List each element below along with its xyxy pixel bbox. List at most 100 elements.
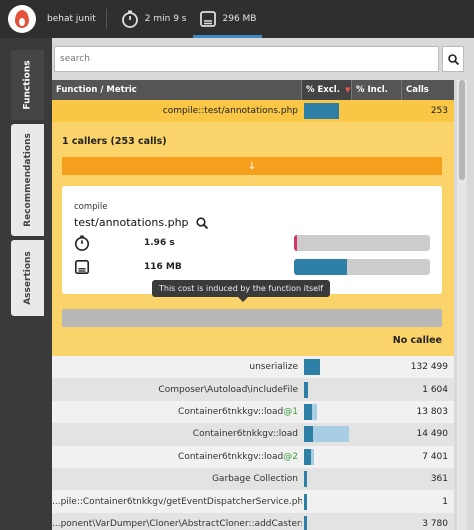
cost-bar-cell bbox=[302, 446, 402, 468]
blackfire-logo[interactable] bbox=[8, 5, 36, 33]
tab-functions[interactable]: Functions bbox=[11, 50, 44, 120]
memory-icon bbox=[199, 11, 216, 27]
memory-icon bbox=[74, 259, 90, 275]
incl-bar bbox=[304, 426, 350, 443]
time-cost-fill bbox=[294, 235, 297, 251]
no-callee-label: No callee bbox=[392, 335, 442, 346]
header-excl[interactable]: % Excl. ▼ bbox=[302, 80, 352, 100]
tab-assertions[interactable]: Assertions bbox=[11, 240, 44, 316]
time-cost-value: 1.96 s bbox=[144, 238, 175, 248]
calls-count: 361 bbox=[430, 474, 448, 485]
excl-bar bbox=[304, 426, 313, 443]
sort-desc-icon: ▼ bbox=[344, 86, 351, 94]
function-name-text: Composer\Autoload\includeFile bbox=[158, 384, 298, 395]
function-name: Container6tnkkgv::load@2 bbox=[52, 452, 302, 462]
header-calls[interactable]: Calls bbox=[406, 85, 429, 95]
function-rows: unserialize 132 499 Composer\Autoload\incl… bbox=[52, 356, 454, 530]
callers-title: 1 callers (253 calls) bbox=[62, 136, 167, 147]
table-row[interactable]: ...ponent\VarDumper\Cloner\AbstractClone… bbox=[52, 512, 454, 530]
search-row bbox=[52, 46, 464, 72]
arrow-down-icon: ↓ bbox=[247, 160, 257, 172]
excl-bar bbox=[304, 359, 321, 376]
function-name-text: Container6tnkkgv::load bbox=[178, 406, 284, 417]
calls-count: 253 bbox=[430, 106, 448, 116]
tab-assertions-label: Assertions bbox=[22, 251, 33, 305]
memory-metric-tab[interactable]: 296 MB bbox=[192, 0, 263, 38]
function-name: Composer\Autoload\includeFile bbox=[52, 385, 302, 395]
function-namespace: compile bbox=[74, 202, 108, 212]
excl-bar bbox=[304, 403, 312, 420]
side-tabs: Functions Recommendations Assertions bbox=[0, 38, 52, 530]
time-cost-track bbox=[294, 235, 430, 251]
calls-count: 13 803 bbox=[416, 406, 449, 417]
excl-bar-cell bbox=[302, 100, 402, 122]
caller-bar[interactable]: ↓ bbox=[62, 157, 442, 175]
header-function[interactable]: Function / Metric bbox=[52, 80, 302, 100]
divider bbox=[105, 9, 107, 29]
cost-bar-cell bbox=[302, 401, 402, 423]
cost-bar-cell bbox=[302, 379, 402, 401]
function-suffix: @1 bbox=[283, 406, 298, 417]
function-name-text: unserialize bbox=[249, 362, 298, 373]
excl-bar bbox=[304, 381, 308, 398]
cost-bar-cell bbox=[302, 356, 402, 378]
search-icon bbox=[447, 53, 459, 65]
header-excl-label: % Excl. bbox=[306, 85, 340, 95]
time-metric-value: 2 min 9 s bbox=[144, 14, 187, 24]
time-cost-row: 1.96 s bbox=[74, 234, 432, 252]
calls-count: 3 780 bbox=[422, 518, 448, 529]
function-name-text: ...pile::Container6tnkkgv/getEventDispat… bbox=[52, 496, 302, 507]
memory-cost-fill bbox=[294, 259, 348, 275]
function-name: compile::test/annotations.php bbox=[162, 106, 298, 116]
zoom-icon[interactable] bbox=[196, 217, 208, 229]
tab-recommendations[interactable]: Recommendations bbox=[11, 124, 44, 236]
function-detail: 1 callers (253 calls) ↓ compile test/ann… bbox=[52, 122, 454, 356]
tab-recommendations-label: Recommendations bbox=[22, 133, 33, 227]
top-bar: behat junit 2 min 9 s 296 MB bbox=[0, 0, 474, 38]
stopwatch-icon bbox=[121, 10, 138, 28]
tab-functions-label: Functions bbox=[22, 60, 33, 110]
table-row[interactable]: unserialize 132 499 bbox=[52, 356, 454, 379]
calls-count: 14 490 bbox=[416, 429, 449, 440]
scrollbar[interactable] bbox=[457, 80, 467, 530]
function-name: Garbage Collection bbox=[52, 474, 302, 484]
function-name: ...pile::Container6tnkkgv/getEventDispat… bbox=[52, 497, 302, 507]
search-button[interactable] bbox=[442, 46, 464, 72]
table-row[interactable]: Container6tnkkgv::load@2 7 401 bbox=[52, 445, 454, 468]
stopwatch-icon bbox=[74, 235, 90, 251]
excl-bar bbox=[304, 471, 307, 488]
table-header: Function / Metric % Excl. ▼ % Incl. Calls bbox=[52, 80, 454, 100]
selected-table-row[interactable]: compile::test/annotations.php 253 bbox=[52, 100, 454, 122]
function-name: Container6tnkkgv::load@1 bbox=[52, 407, 302, 417]
table-row[interactable]: ...pile::Container6tnkkgv/getEventDispat… bbox=[52, 490, 454, 513]
function-name-text: ...ponent\VarDumper\Cloner\AbstractClone… bbox=[52, 518, 302, 529]
header-incl[interactable]: % Incl. bbox=[352, 80, 402, 100]
cost-bar-cell bbox=[302, 423, 402, 445]
cost-bar-cell bbox=[302, 513, 402, 530]
function-name-text: Garbage Collection bbox=[211, 474, 298, 485]
memory-metric-value: 296 MB bbox=[222, 14, 257, 24]
function-title: test/annotations.php bbox=[74, 216, 189, 229]
calls-count: 7 401 bbox=[422, 451, 448, 462]
time-metric-tab[interactable]: 2 min 9 s bbox=[115, 0, 193, 38]
excl-bar bbox=[304, 103, 339, 119]
table-row[interactable]: Garbage Collection 361 bbox=[52, 467, 454, 491]
memory-cost-row: 116 MB bbox=[74, 258, 432, 276]
flame-icon bbox=[15, 10, 29, 28]
excl-bar bbox=[304, 493, 307, 510]
excl-bar bbox=[304, 515, 307, 530]
memory-cost-track bbox=[294, 259, 430, 275]
cost-bar-cell bbox=[302, 468, 402, 490]
callee-bar bbox=[62, 309, 442, 327]
function-suffix: @2 bbox=[283, 451, 298, 462]
table-row[interactable]: Container6tnkkgv::load 14 490 bbox=[52, 423, 454, 446]
profile-name[interactable]: behat junit bbox=[47, 14, 96, 24]
scrollbar-thumb[interactable] bbox=[459, 80, 465, 180]
excl-bar bbox=[304, 448, 311, 465]
function-name-text: Container6tnkkgv::load bbox=[192, 429, 298, 440]
function-name: unserialize bbox=[52, 362, 302, 372]
table-row[interactable]: Container6tnkkgv::load@1 13 803 bbox=[52, 400, 454, 424]
search-input[interactable] bbox=[54, 46, 439, 72]
table-row[interactable]: Composer\Autoload\includeFile 1 604 bbox=[52, 378, 454, 401]
function-name: ...ponent\VarDumper\Cloner\AbstractClone… bbox=[52, 519, 302, 529]
